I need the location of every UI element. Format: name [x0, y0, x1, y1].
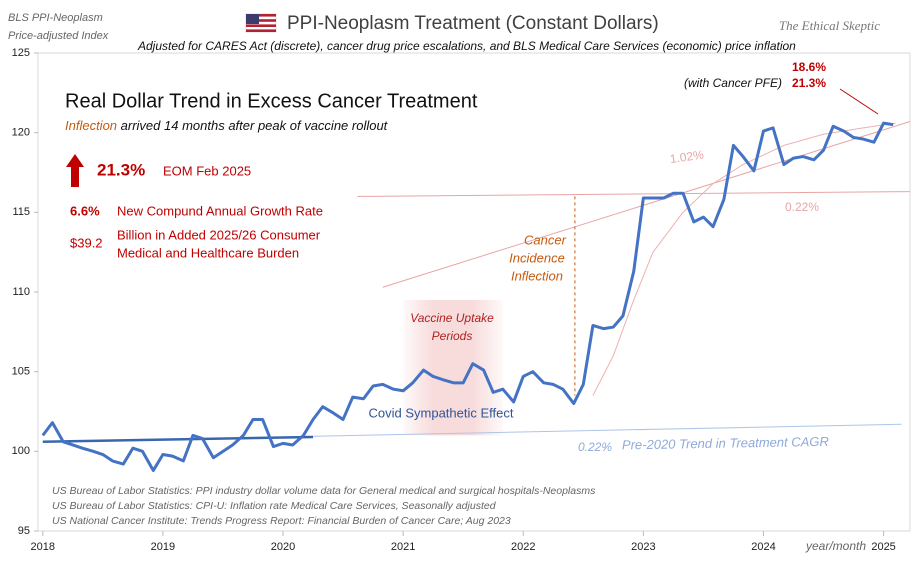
- source: US Bureau of Labor Statistics: PPI indus…: [52, 485, 596, 497]
- cagr-label: New Compund Annual Growth Rate: [117, 203, 323, 218]
- x-tick-label: 2025: [871, 541, 895, 553]
- source: US National Cancer Institute: Trends Pro…: [52, 515, 511, 527]
- rate-label: 0.22%: [785, 200, 819, 214]
- brand: The Ethical Skeptic: [779, 18, 880, 33]
- x-tick-label: 2023: [631, 541, 655, 553]
- rate-label: 1.02%: [669, 147, 705, 166]
- burden-value: $39.2: [70, 235, 103, 250]
- inflection-word: Inflection: [65, 118, 117, 133]
- incidence-label: Inflection: [511, 268, 563, 283]
- change-date: EOM Feb 2025: [163, 163, 251, 178]
- x-tick-label: 2019: [151, 541, 175, 553]
- series-line: [357, 191, 911, 197]
- inflection-text: arrived 14 months after peak of vaccine …: [117, 118, 389, 133]
- headline: Real Dollar Trend in Excess Cancer Treat…: [65, 90, 478, 112]
- x-tick-label: 2018: [31, 541, 55, 553]
- series-line: [382, 121, 911, 288]
- up-arrow: [66, 154, 84, 187]
- series-line: [592, 122, 896, 396]
- y-tick-label: 95: [18, 525, 30, 537]
- pfe-label: (with Cancer PFE): [684, 76, 782, 90]
- y-tick-label: 105: [12, 366, 30, 378]
- rate-label: 0.22%: [578, 440, 612, 454]
- incidence-label: Cancer: [524, 232, 567, 247]
- subtitle: Adjusted for CARES Act (discrete), cance…: [137, 39, 796, 53]
- covid-label: Covid Sympathetic Effect: [369, 405, 514, 420]
- region-label: Periods: [432, 329, 473, 343]
- series-line: [41, 121, 894, 472]
- peak-value: 21.3%: [792, 76, 826, 90]
- x-tick-label: 2024: [751, 541, 775, 553]
- y-tick-label: 115: [12, 206, 30, 218]
- pointer-line: [839, 88, 879, 115]
- y-tick-label: 125: [12, 47, 30, 59]
- burden-label: Billion in Added 2025/26 Consumer: [117, 227, 321, 242]
- chart-title: PPI-Neoplasm Treatment (Constant Dollars…: [287, 13, 659, 34]
- x-axis-label: year/month: [805, 539, 866, 553]
- series-line: [42, 435, 314, 444]
- y-tick-label: 100: [12, 445, 30, 457]
- region-label: Vaccine Uptake: [410, 311, 494, 325]
- change-value: 21.3%: [97, 160, 145, 179]
- inflection-note: Inflection arrived 14 months after peak …: [65, 118, 389, 133]
- cagr-value: 6.6%: [70, 203, 100, 218]
- corner-label: BLS PPI-Neoplasm: [8, 12, 103, 24]
- source: US Bureau of Labor Statistics: CPI-U: In…: [52, 500, 497, 512]
- trend-label: Pre-2020 Trend in Treatment CAGR: [622, 434, 829, 453]
- y-tick-label: 110: [12, 286, 30, 298]
- corner-label: Price-adjusted Index: [8, 30, 109, 42]
- plot-area: [34, 52, 911, 536]
- y-tick-label: 120: [12, 127, 30, 139]
- incidence-label: Incidence: [509, 250, 565, 265]
- x-tick-label: 2021: [391, 541, 415, 553]
- burden-label: Medical and Healthcare Burden: [117, 245, 299, 260]
- peak-value: 18.6%: [792, 60, 826, 74]
- us-flag: [245, 13, 277, 33]
- x-tick-label: 2020: [271, 541, 295, 553]
- shaded-region: [403, 299, 503, 436]
- x-tick-label: 2022: [511, 541, 535, 553]
